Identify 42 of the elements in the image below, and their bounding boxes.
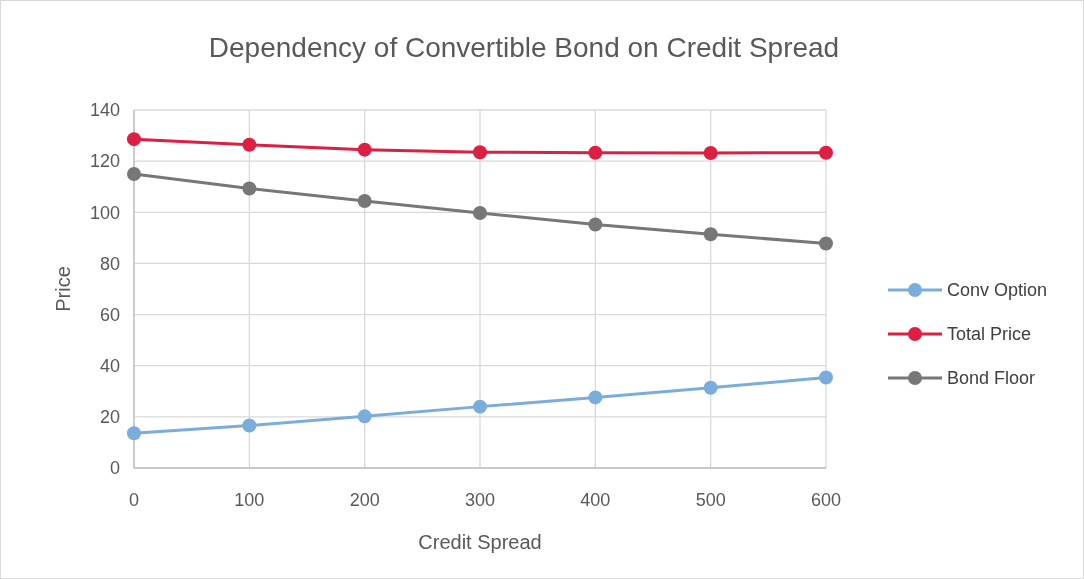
legend-label: Total Price [947,324,1032,345]
point [127,426,141,441]
y-tick-label: 60 [99,304,120,325]
y-tick-label: 140 [89,100,120,121]
point [127,166,141,181]
y-tick-label: 80 [99,253,120,274]
point [703,380,718,395]
x-tick-label: 600 [810,490,842,510]
point [473,145,487,160]
chart-title: Dependency of Convertible Bond on Credit Spread [208,32,840,63]
x-tick-label: 100 [234,490,265,510]
point [473,399,487,414]
point [127,132,141,147]
point [703,145,718,160]
point [819,370,833,385]
legend-label: Bond Floor [947,368,1036,389]
point [819,145,833,160]
y-tick-label: 0 [109,458,120,479]
point [242,418,257,433]
y-tick-label: 120 [89,151,120,172]
x-tick-label: 400 [580,490,611,510]
x-tick-label: 300 [464,490,496,510]
legend-label: Conv Option [947,280,1048,301]
point [473,206,487,221]
point [588,390,603,405]
y-tick-label: 20 [99,407,120,428]
point [703,227,718,242]
point [588,217,603,232]
point [357,409,372,424]
y-axis-title: Price [52,266,74,312]
point [242,137,257,152]
point [819,236,833,251]
x-tick-label: 200 [349,490,380,510]
x-axis-title: Credit Spread [418,531,542,553]
point [357,194,372,209]
x-tick-label: 500 [695,490,726,510]
point [357,142,372,157]
point [588,145,603,160]
y-tick-label: 100 [89,202,120,223]
point [242,181,257,196]
x-tick-label: 0 [128,490,140,510]
y-tick-label: 40 [99,356,120,377]
